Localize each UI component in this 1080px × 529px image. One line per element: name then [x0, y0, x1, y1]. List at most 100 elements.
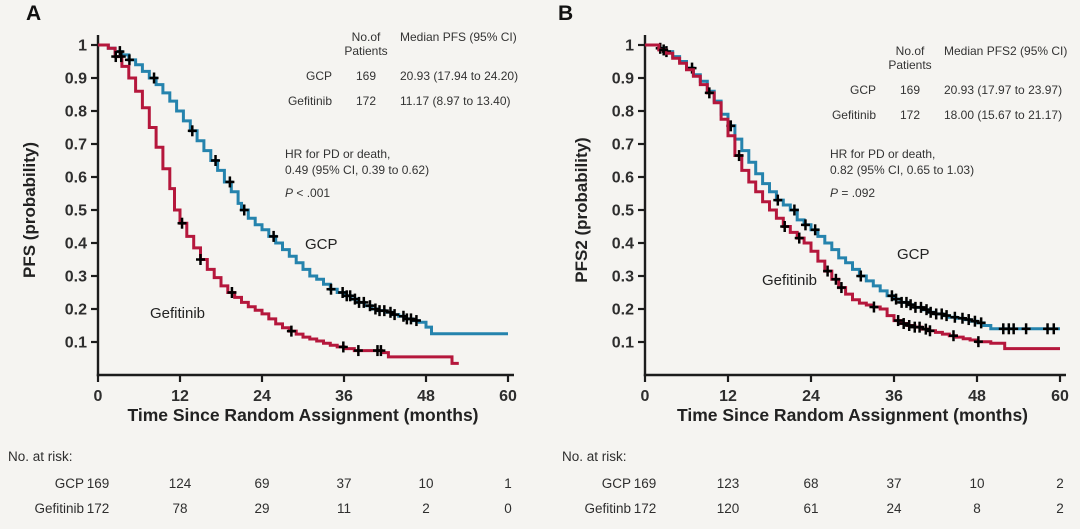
x-tick-label: 48	[968, 388, 986, 405]
risk-count: 11	[337, 501, 351, 516]
legend-row-median: 20.93 (17.94 to 24.20)	[400, 69, 519, 83]
y-tick-label: 0.5	[612, 203, 634, 220]
y-tick-label: 0.2	[612, 302, 634, 319]
y-axis-label-pfs: PFS (probability)	[20, 142, 39, 278]
risk-count: 69	[254, 476, 269, 491]
panel-a: 0 12 24 36 48 60 1 0.9 0.8 0.7 0.6 0.5 0.4 0.3 0.2 0.1 N…	[8, 2, 518, 516]
legend-row-median: 11.17 (8.97 to 13.40)	[400, 94, 511, 108]
legend-row-name: GCP	[305, 69, 332, 83]
y-tick-label: 1	[78, 38, 87, 55]
legend-header-median: Median PFS2 (95% CI)	[944, 44, 1068, 58]
y-tick-label: 0.9	[65, 71, 87, 88]
x-axis-label: Time Since Random Assignment (months)	[676, 405, 1029, 425]
risk-row-name: GCP	[602, 476, 631, 491]
risk-count: 2	[1056, 476, 1064, 491]
risk-count: 29	[254, 501, 269, 516]
y-tick-label: 0.2	[65, 302, 87, 319]
risk-count: 172	[87, 501, 110, 516]
y-tick-label: 0.8	[65, 104, 87, 121]
y-tick-label: 0.5	[65, 203, 87, 220]
risk-count: 2	[1056, 501, 1064, 516]
p-value: = .092	[838, 186, 876, 200]
p-value-line: P = .092	[830, 185, 974, 201]
y-tick-label: 0.4	[65, 236, 87, 253]
y-tick-label: 0.4	[612, 236, 634, 253]
legend-row-n: 172	[355, 94, 377, 108]
risk-count: 24	[886, 501, 902, 516]
panel-letter-b: B	[558, 2, 574, 25]
legend-table-pfs: No.of Patients Median PFS (95% CI) GCP 1…	[248, 30, 570, 108]
risk-count: 2	[422, 501, 430, 516]
legend-row-median: 18.00 (15.67 to 21.17)	[944, 108, 1063, 122]
panel-b: 0 12 24 36 48 60 1 0.9 0.8 0.7 0.6 0.5 0.4 0.3 0.2 0.1 N…	[540, 0, 1080, 529]
p-value: < .001	[293, 186, 331, 200]
risk-count: 10	[418, 476, 433, 491]
legend-row-n: 169	[355, 69, 377, 83]
legend-row-name: GCP	[849, 83, 876, 97]
y-tick-label: 0.8	[612, 104, 634, 121]
risk-table-label: No. at risk:	[562, 449, 627, 464]
y-axis-label-pfs2: PFS2 (probability)	[572, 137, 591, 283]
panel-letter-a: A	[26, 2, 42, 25]
x-tick-label: 0	[641, 388, 650, 405]
p-value-line: P < .001	[285, 185, 429, 201]
legend-row-name: Gefitinib	[831, 108, 876, 122]
x-tick-label: 24	[802, 388, 820, 405]
p-symbol: P	[285, 186, 294, 200]
y-tick-label: 0.7	[612, 137, 634, 154]
risk-count: 78	[172, 501, 187, 516]
x-tick-label: 60	[1051, 388, 1069, 405]
km-chart-pfs2: 0 12 24 36 48 60 1 0.9 0.8 0.7 0.6 0.5 0.4 0.3 0.2 0.1 N…	[562, 35, 1069, 516]
risk-count: 8	[973, 501, 981, 516]
x-tick-label: 60	[499, 388, 517, 405]
risk-count: 0	[504, 501, 512, 516]
risk-count: 37	[336, 476, 351, 491]
risk-count: 124	[169, 476, 192, 491]
x-tick-label: 12	[171, 388, 189, 405]
y-tick-label: 0.7	[65, 137, 87, 154]
risk-table-label: No. at risk:	[8, 449, 73, 464]
risk-row-name: Gefitinib	[34, 501, 84, 516]
p-symbol: P	[830, 186, 839, 200]
hr-line1: HR for PD or death,	[830, 147, 936, 161]
x-tick-label: 36	[335, 388, 353, 405]
risk-count: 123	[717, 476, 740, 491]
risk-count: 169	[87, 476, 110, 491]
y-tick-label: 0.6	[612, 170, 634, 187]
x-tick-label: 0	[94, 388, 103, 405]
y-tick-label: 0.3	[612, 269, 634, 286]
risk-count: 120	[717, 501, 740, 516]
risk-count: 68	[803, 476, 818, 491]
legend-row-median: 20.93 (17.97 to 23.97)	[944, 83, 1063, 97]
legend-row-n: 169	[899, 83, 921, 97]
risk-count: 172	[634, 501, 657, 516]
hr-annotation-pfs: HR for PD or death, 0.49 (95% CI, 0.39 t…	[285, 146, 429, 201]
curve-label-gefitinib: Gefitinib	[150, 305, 206, 322]
x-tick-label: 36	[885, 388, 903, 405]
legend-row-n: 172	[899, 108, 921, 122]
km-curve-gefitinib	[98, 43, 459, 365]
y-tick-label: 0.1	[65, 335, 87, 352]
y-tick-label: 0.1	[612, 335, 634, 352]
x-tick-label: 48	[417, 388, 435, 405]
hr-annotation-pfs2: HR for PD or death, 0.82 (95% CI, 0.65 t…	[830, 146, 974, 201]
risk-row-name: GCP	[55, 476, 84, 491]
curve-label-gefitinib: Gefitinib	[762, 272, 818, 289]
risk-row-name: Gefitinb	[584, 501, 631, 516]
x-tick-label: 24	[253, 388, 271, 405]
risk-count: 10	[969, 476, 984, 491]
y-tick-label: 0.6	[65, 170, 87, 187]
risk-count: 169	[634, 476, 657, 491]
legend-header-patients: No.of Patients	[344, 30, 388, 58]
curve-label-gcp: GCP	[305, 236, 338, 253]
hr-line2: 0.82 (95% CI, 0.65 to 1.03)	[830, 163, 975, 177]
legend-table-pfs2: No.of Patients Median PFS2 (95% CI) GCP …	[792, 44, 1080, 122]
hr-line1: HR for PD or death,	[285, 147, 391, 161]
risk-count: 37	[886, 476, 901, 491]
legend-row-name: Gefitinib	[287, 94, 332, 108]
y-tick-label: 0.9	[612, 71, 634, 88]
hr-line2: 0.49 (95% CI, 0.39 to 0.62)	[285, 163, 430, 177]
x-tick-label: 12	[719, 388, 737, 405]
risk-count: 1	[504, 476, 512, 491]
x-axis-label: Time Since Random Assignment (months)	[127, 405, 479, 425]
